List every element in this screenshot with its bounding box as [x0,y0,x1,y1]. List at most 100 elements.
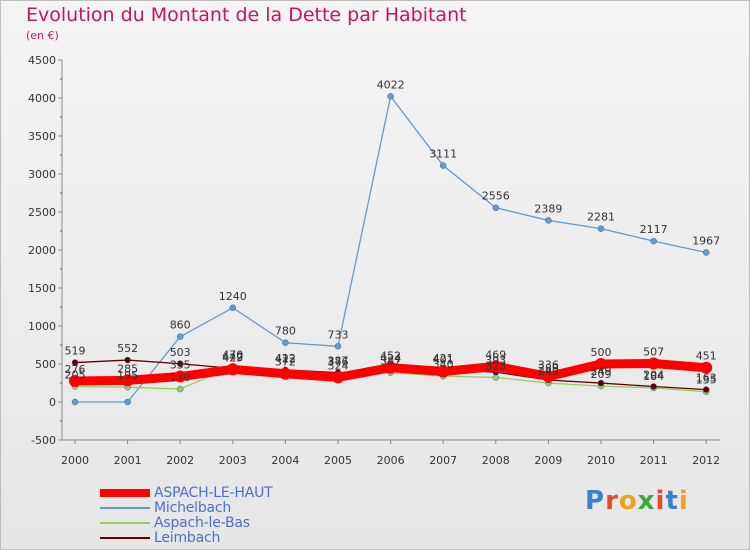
data-label: 285 [117,362,138,375]
data-label: 470 [222,348,243,361]
data-point [542,370,555,383]
legend-swatch [100,536,150,539]
logo-letter: i [655,486,666,516]
y-tick-label: 3500 [28,130,56,143]
data-label: 429 [222,351,243,364]
legend-item: Leimbach [100,530,273,546]
data-label: 372 [275,356,296,369]
data-label: 2556 [482,190,510,203]
x-tick-label: 2003 [219,454,247,467]
x-tick-label: 2008 [482,454,510,467]
chart-title: Evolution du Montant de la Dette par Hab… [26,4,467,26]
data-label: 500 [591,346,612,359]
data-label: 424 [380,352,401,365]
data-label: 376 [328,355,349,368]
data-label: 552 [117,342,138,355]
x-tick-label: 2012 [692,454,720,467]
x-tick-label: 2011 [640,454,668,467]
legend-swatch [100,488,150,497]
logo-letter: P [585,486,606,516]
x-tick-label: 2004 [271,454,299,467]
legend-label: Aspach-le-Bas [154,514,250,531]
x-tick-label: 2000 [61,454,89,467]
legend-label: ASPACH-LE-HAUT [154,484,273,501]
data-point [124,398,131,406]
data-label: 507 [643,345,664,358]
data-label: 2281 [587,211,615,224]
x-tick-label: 2005 [324,454,352,467]
chart-subtitle: (en €) [26,29,59,42]
data-label: 519 [65,345,86,358]
data-label: 452 [380,350,401,363]
data-point [597,379,605,387]
data-label: 503 [170,346,191,359]
data-label: 276 [65,363,86,376]
data-label: 135 [696,374,717,387]
data-label: 184 [643,370,664,383]
data-point [176,333,184,340]
data-point [492,204,500,211]
data-point [647,357,660,370]
logo-letter: i [678,486,689,516]
data-point [282,339,289,346]
data-label: 412 [275,353,296,366]
data-label: 323 [485,359,506,372]
data-point [595,358,607,370]
y-tick-label: 1500 [28,282,56,295]
data-label: 860 [170,319,191,332]
x-tick-label: 2006 [377,454,405,467]
data-label: 469 [485,348,506,361]
data-point [384,361,397,374]
data-label: 209 [591,368,612,381]
data-label: 1967 [692,235,720,248]
data-point [439,162,447,169]
x-tick-label: 2010 [587,454,615,467]
data-point [71,359,79,366]
x-tick-label: 2002 [166,454,194,467]
data-point [545,217,552,224]
data-label: 4022 [377,78,405,91]
data-label: 204 [643,368,664,381]
y-tick-label: 0 [49,396,56,409]
x-tick-label: 2007 [429,454,457,467]
data-label: 249 [538,365,559,378]
legend-swatch [100,506,150,509]
data-point [334,343,342,350]
data-label: 780 [275,325,296,338]
logo-letter: r [605,486,619,516]
legend-item: Michelbach [100,499,273,516]
data-label: 336 [538,358,559,371]
data-label: 2117 [640,223,668,236]
data-point [176,360,184,368]
data-point [702,386,710,393]
y-tick-label: 500 [35,358,56,371]
data-point [279,367,292,380]
data-point [702,249,710,256]
data-point [597,225,605,232]
data-point [226,363,239,376]
data-label: 205 [65,368,86,381]
data-point [121,374,134,387]
x-tick-label: 2001 [114,454,142,467]
y-tick-label: 2000 [28,244,56,257]
data-point [176,385,184,393]
data-point [650,237,657,245]
logo-letter: t [665,486,679,516]
y-tick-label: 3000 [28,168,56,181]
data-label: 335 [170,359,191,372]
data-point [332,371,344,384]
data-label: 289 [538,362,559,375]
legend-item: Aspach-le-Bas [100,514,273,531]
data-point [700,361,713,374]
data-label: 422 [275,352,296,365]
data-point [387,93,394,100]
data-point [69,375,81,388]
legend-label: Michelbach [154,499,232,516]
data-point [71,398,79,406]
data-label: 324 [328,359,349,372]
data-label: 401 [433,354,454,367]
logo-letter: x [637,486,656,516]
data-label: 442 [222,350,243,363]
proxiti-logo: Proxiti [585,486,689,516]
